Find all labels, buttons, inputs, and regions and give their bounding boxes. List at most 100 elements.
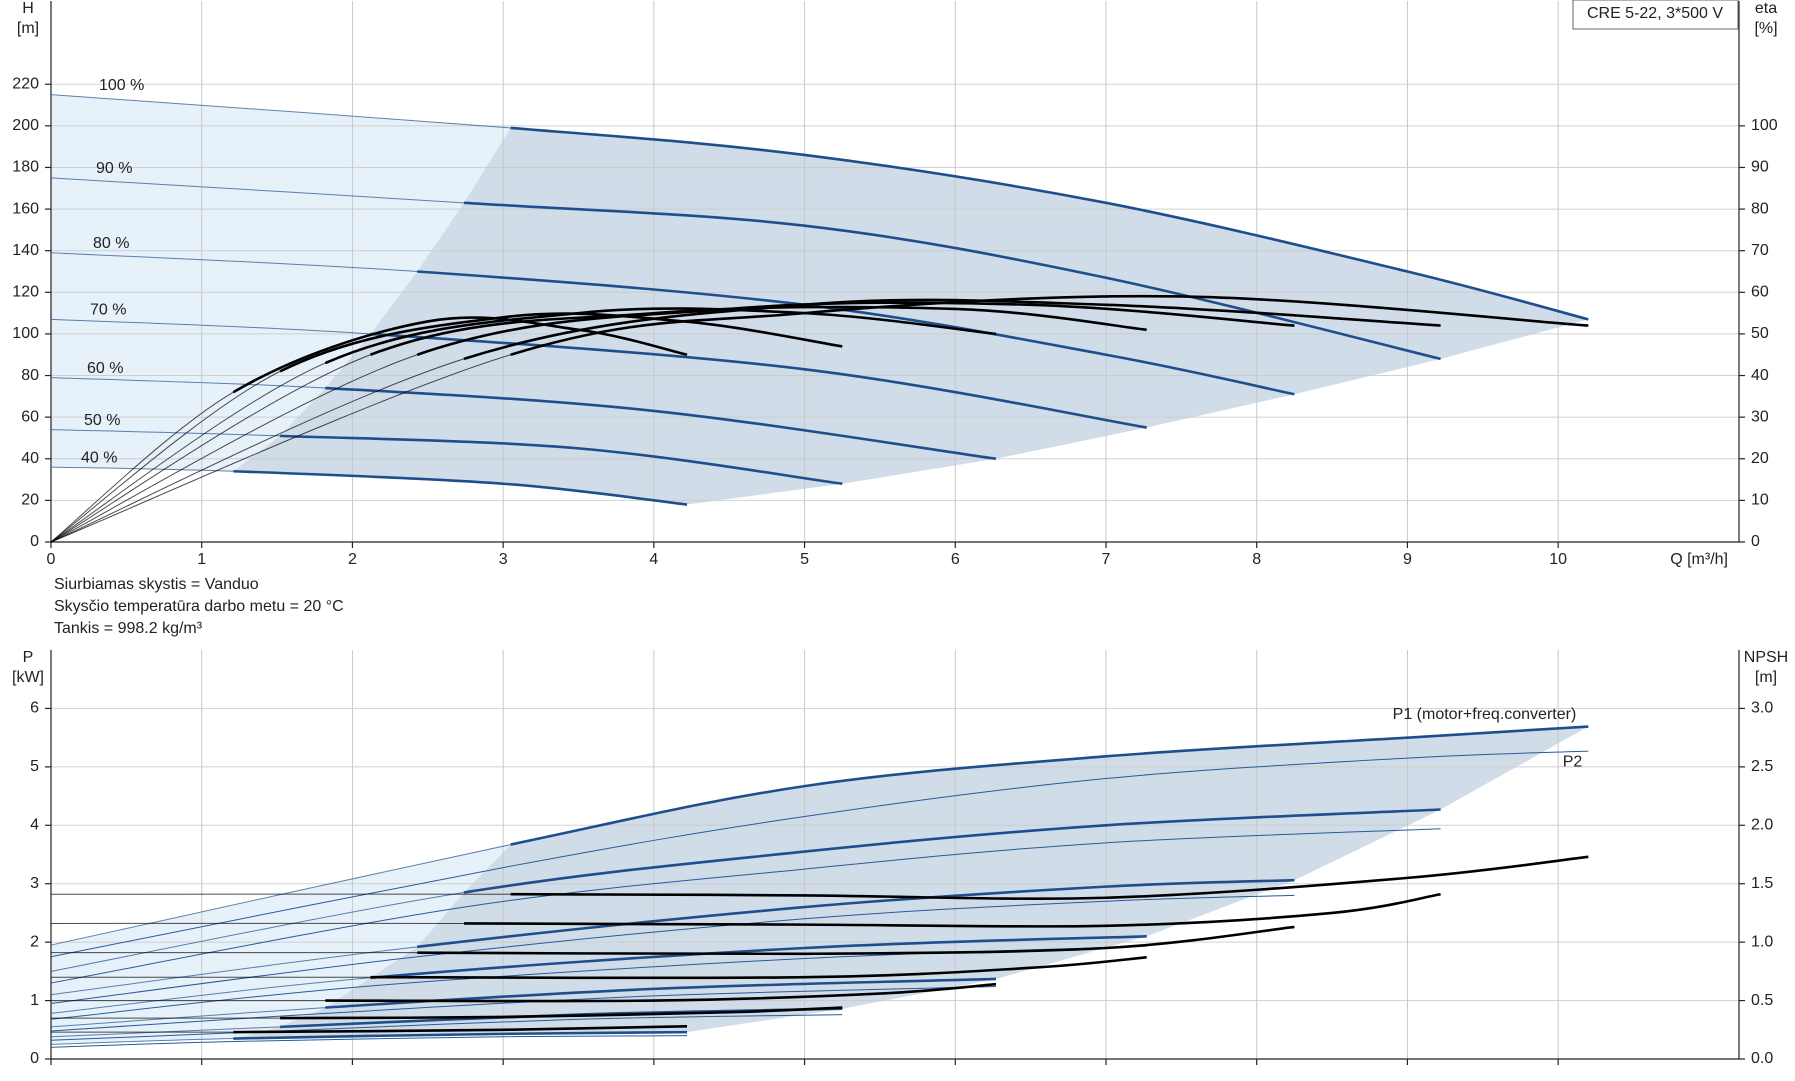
curve <box>463 201 1441 361</box>
y2-tick-label: 3.0 <box>1751 700 1773 717</box>
curve <box>279 312 843 373</box>
curve <box>325 982 997 1003</box>
y-tick-label: 2 <box>30 933 39 950</box>
x-tick-label: 6 <box>951 551 960 568</box>
curve-thin <box>50 828 1441 984</box>
curve-label: 70 % <box>90 302 126 319</box>
x-tick-label: 0 <box>47 551 56 568</box>
x-tick-label: 3 <box>499 551 508 568</box>
y-tick-label: 60 <box>21 408 39 425</box>
y2-tick-label: 0 <box>1751 533 1760 550</box>
curves <box>50 94 1589 1048</box>
y-axis-label: P <box>23 649 34 666</box>
curve-label: P2 <box>1563 753 1583 770</box>
curve <box>510 294 1589 356</box>
texts: Siurbiamas skystis = Vanduo Skysčio temp… <box>12 0 1788 1067</box>
curve <box>510 725 1589 846</box>
y-tick-label: 80 <box>21 367 39 384</box>
curve-label: P1 (motor+freq.converter) <box>1393 706 1577 723</box>
y2-tick-label: 60 <box>1751 284 1769 301</box>
x-tick-label: 8 <box>1252 551 1261 568</box>
curve <box>510 855 1589 900</box>
fills <box>51 94 1589 1045</box>
y2-axis-label: eta <box>1755 0 1777 17</box>
curve-thin <box>50 750 1589 958</box>
y2-tick-label: 0.0 <box>1751 1050 1773 1067</box>
y2-tick-label: 1.0 <box>1751 933 1773 950</box>
y2-tick-label: 90 <box>1751 159 1769 176</box>
curve <box>370 305 1147 356</box>
y2-tick-label: 80 <box>1751 200 1769 217</box>
curve <box>417 270 1295 396</box>
curve <box>510 126 1589 321</box>
y-axis-label: [kW] <box>12 669 44 686</box>
y-tick-label: 180 <box>12 159 39 176</box>
x-tick-label: 7 <box>1102 551 1111 568</box>
y2-tick-label: 30 <box>1751 408 1769 425</box>
y-tick-label: 3 <box>30 875 39 892</box>
x-axis-label: Q [m³/h] <box>1670 551 1728 568</box>
y2-tick-label: 40 <box>1751 367 1769 384</box>
curve <box>370 956 1147 980</box>
y-tick-label: 1 <box>30 992 39 1009</box>
curve-thin <box>50 1014 843 1041</box>
y-tick-label: 200 <box>12 117 39 134</box>
curve-thin <box>50 986 996 1032</box>
curve <box>325 386 997 461</box>
y-tick-label: 140 <box>12 242 39 259</box>
y2-tick-label: 70 <box>1751 242 1769 259</box>
y2-axis-label: [%] <box>1754 20 1777 37</box>
y2-tick-label: 2.0 <box>1751 817 1773 834</box>
curve <box>324 307 997 365</box>
curve <box>233 1024 688 1034</box>
curve-label: 100 % <box>99 77 144 94</box>
x-tick-label: 5 <box>800 551 809 568</box>
curve <box>463 298 1441 361</box>
curve-label: 90 % <box>96 160 132 177</box>
operating-area <box>233 726 1589 1039</box>
curve <box>463 808 1441 894</box>
y-axis-label: [m] <box>17 20 39 37</box>
y-tick-label: 160 <box>12 200 39 217</box>
y-tick-label: 0 <box>30 1050 39 1067</box>
y-tick-label: 6 <box>30 700 39 717</box>
curve <box>370 935 1147 980</box>
curve <box>280 434 843 486</box>
y-tick-label: 4 <box>30 817 39 834</box>
curve <box>370 332 1147 429</box>
y-tick-label: 100 <box>12 325 39 342</box>
curve-label: 80 % <box>93 235 129 252</box>
curve-label: 50 % <box>84 412 120 429</box>
chart-title: CRE 5-22, 3*500 V <box>1587 5 1723 22</box>
fluid-info: Siurbiamas skystis = Vanduo <box>54 576 259 593</box>
min-flow-area <box>51 94 511 472</box>
curve <box>463 892 1441 928</box>
y2-tick-label: 0.5 <box>1751 992 1773 1009</box>
x-tick-label: 4 <box>649 551 658 568</box>
x-tick-label: 2 <box>348 551 357 568</box>
y2-axis-label: [m] <box>1755 669 1777 686</box>
x-tick-label: 1 <box>197 551 206 568</box>
y-axis-label: H <box>22 0 34 17</box>
curve-label: 40 % <box>81 449 117 466</box>
curve-thin <box>50 1035 688 1048</box>
y2-tick-label: 10 <box>1751 492 1769 509</box>
fluid-info: Skysčio temperatūra darbo metu = 20 °C <box>54 598 344 615</box>
y2-tick-label: 100 <box>1751 117 1778 134</box>
y-tick-label: 40 <box>21 450 39 467</box>
y-tick-label: 0 <box>30 533 39 550</box>
curve <box>280 1006 843 1020</box>
y2-tick-label: 2.5 <box>1751 758 1773 775</box>
x-tick-label: 9 <box>1403 551 1412 568</box>
curve <box>232 316 688 394</box>
curve-label: 60 % <box>87 360 123 377</box>
curve <box>233 1030 688 1040</box>
y-tick-label: 20 <box>21 492 39 509</box>
x-tick-label: 10 <box>1549 551 1567 568</box>
y2-tick-label: 20 <box>1751 450 1769 467</box>
operating-area <box>233 127 1589 505</box>
y2-axis-label: NPSH <box>1744 649 1788 666</box>
y-tick-label: 220 <box>12 75 39 92</box>
